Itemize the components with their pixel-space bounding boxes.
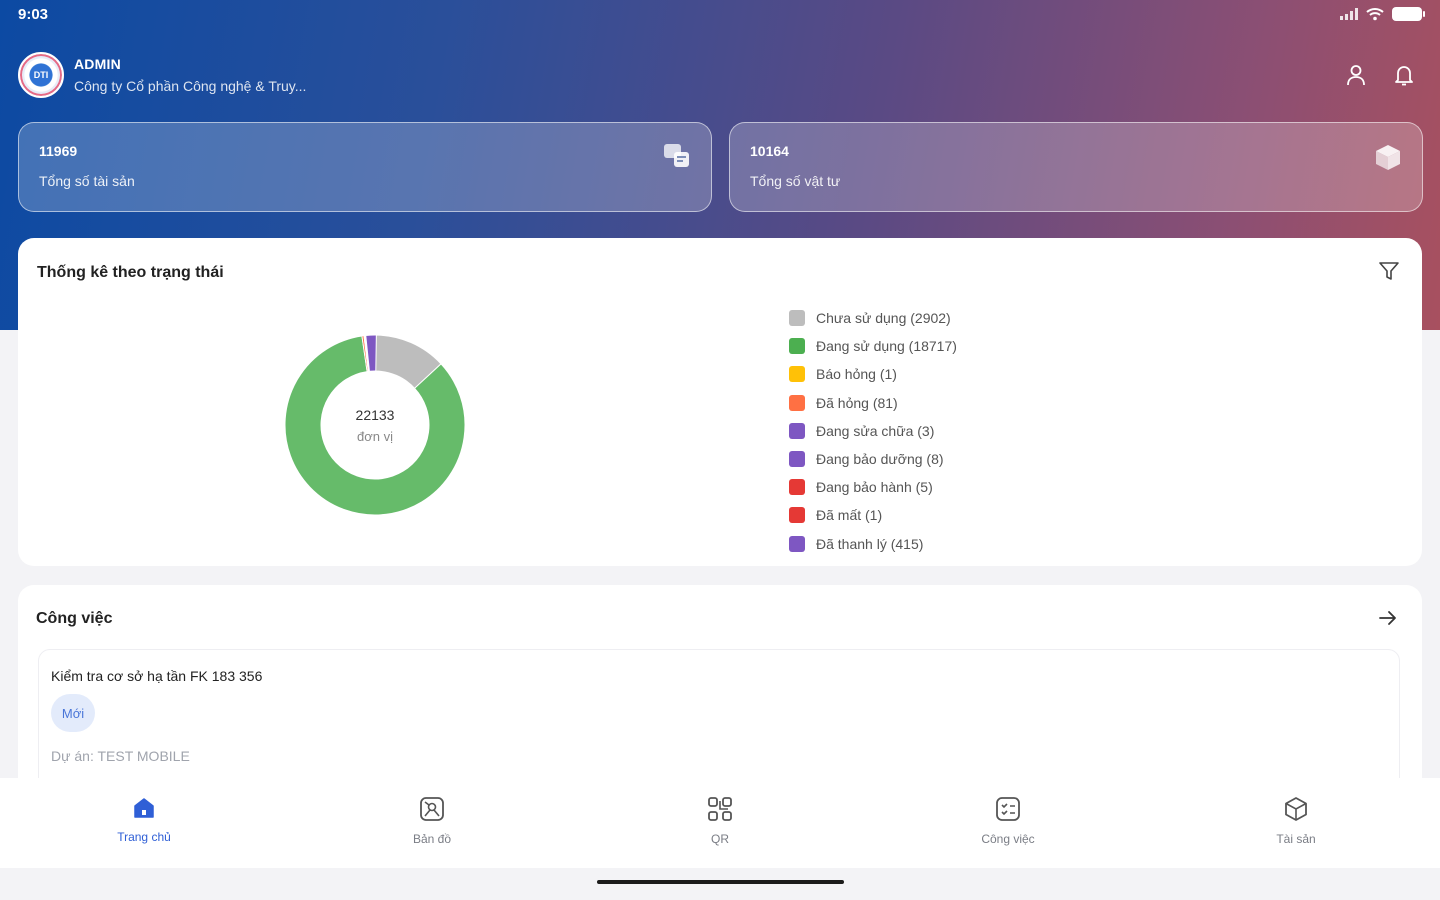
wifi-icon <box>1366 8 1384 21</box>
status-donut-chart <box>284 334 466 516</box>
legend-swatch <box>789 394 805 411</box>
home-indicator <box>597 880 844 884</box>
legend-label: Đang bảo dưỡng (8) <box>816 451 944 468</box>
task-status-badge: Mới <box>51 694 95 732</box>
total-assets-value: 11969 <box>39 143 78 159</box>
legend-item: Đã mất (1) <box>789 501 957 529</box>
legend-swatch <box>789 422 805 439</box>
legend-item: Đang sử dụng (18717) <box>789 332 957 360</box>
nav-label-home: Trang chủ <box>117 830 171 844</box>
nav-label-tasks: Công việc <box>981 832 1035 846</box>
company-name: Công ty Cổ phần Công nghệ & Truy... <box>74 78 307 94</box>
nav-label-qr: QR <box>711 832 729 846</box>
legend-swatch <box>789 338 805 355</box>
donut-center: 22133 đơn vị <box>284 334 466 516</box>
donut-total: 22133 <box>355 406 395 423</box>
user-row: DTI ADMIN Công ty Cổ phần Công nghệ & Tr… <box>18 50 1422 100</box>
legend-item: Đã hỏng (81) <box>789 389 957 417</box>
header-actions <box>1346 64 1422 86</box>
status-icons <box>1340 7 1425 21</box>
status-time: 9:03 <box>18 5 49 23</box>
legend-label: Đang sử dụng (18717) <box>816 338 957 355</box>
nav-item-tasks[interactable]: Công việc <box>864 778 1152 868</box>
qr-icon <box>708 797 732 821</box>
legend-swatch <box>789 479 805 496</box>
assets-icon <box>664 144 689 167</box>
home-icon <box>134 798 154 818</box>
total-assets-card[interactable]: 11969 Tổng số tài sản <box>18 122 712 212</box>
legend-label: Đã mất (1) <box>816 507 883 524</box>
legend-item: Đang sửa chữa (3) <box>789 417 957 445</box>
user-icon[interactable] <box>1346 64 1366 86</box>
legend-item: Đã thanh lý (415) <box>789 530 957 558</box>
user-name: ADMIN <box>74 56 121 72</box>
donut-slice <box>365 334 377 372</box>
task-project: Dự án: TEST MOBILE <box>51 748 190 764</box>
chart-legend: Chưa sử dụng (2902) Đang sử dụng (18717) B… <box>789 304 957 558</box>
tasks-panel-title: Công việc <box>36 610 113 627</box>
status-statistics-panel: Thống kê theo trạng thái 22133 đơn vị Ch… <box>18 238 1422 566</box>
total-supplies-label: Tổng số vật tư <box>750 173 841 189</box>
battery-icon <box>1392 7 1425 21</box>
map-icon <box>420 797 444 821</box>
total-assets-label: Tổng số tài sản <box>39 173 135 189</box>
filter-icon[interactable] <box>1378 260 1400 282</box>
legend-swatch <box>789 366 805 383</box>
legend-label: Đang sửa chữa (3) <box>816 422 935 439</box>
nav-item-qr[interactable]: QR <box>576 778 864 868</box>
nav-item-map[interactable]: Bản đồ <box>288 778 576 868</box>
legend-item: Đang bảo hành (5) <box>789 473 957 501</box>
legend-item: Đang bảo dưỡng (8) <box>789 445 957 473</box>
legend-swatch <box>789 451 805 468</box>
arrow-right-icon[interactable] <box>1378 609 1398 627</box>
bell-icon[interactable] <box>1394 64 1414 86</box>
legend-swatch <box>789 310 805 327</box>
nav-label-map: Bản đồ <box>412 832 452 846</box>
status-panel-title: Thống kê theo trạng thái <box>37 264 224 281</box>
legend-swatch <box>789 535 805 552</box>
cube-icon <box>1285 797 1307 821</box>
task-icon <box>996 797 1020 821</box>
donut-unit: đơn vị <box>357 428 393 444</box>
legend-item: Chưa sử dụng (2902) <box>789 304 957 332</box>
total-supplies-value: 10164 <box>750 143 789 159</box>
nav-item-assets[interactable]: Tài sản <box>1152 778 1440 868</box>
legend-swatch <box>789 507 805 524</box>
box-icon <box>1376 145 1400 170</box>
nav-label-assets: Tài sản <box>1276 832 1316 846</box>
nav-item-home[interactable]: Trang chủ <box>0 778 288 868</box>
status-bar: 9:03 <box>0 0 1440 28</box>
legend-label: Báo hỏng (1) <box>816 366 897 383</box>
legend-label: Đã thanh lý (415) <box>816 535 924 552</box>
task-name: Kiểm tra cơ sở hạ tần FK 183 356 <box>51 668 263 684</box>
bottom-navigation: Trang chủ Bản đồ QR Công việc <box>0 778 1440 868</box>
legend-item: Báo hỏng (1) <box>789 360 957 388</box>
donut-slice <box>284 335 466 516</box>
total-supplies-card[interactable]: 10164 Tổng số vật tư <box>729 122 1423 212</box>
signal-icon <box>1340 8 1358 20</box>
legend-label: Đang bảo hành (5) <box>816 479 933 496</box>
avatar-logo: DTI <box>30 64 52 86</box>
avatar[interactable]: DTI <box>18 52 64 98</box>
legend-label: Chưa sử dụng (2902) <box>816 310 951 327</box>
user-info: ADMIN Công ty Cổ phần Công nghệ & Truy..… <box>74 56 306 94</box>
legend-label: Đã hỏng (81) <box>816 394 898 411</box>
